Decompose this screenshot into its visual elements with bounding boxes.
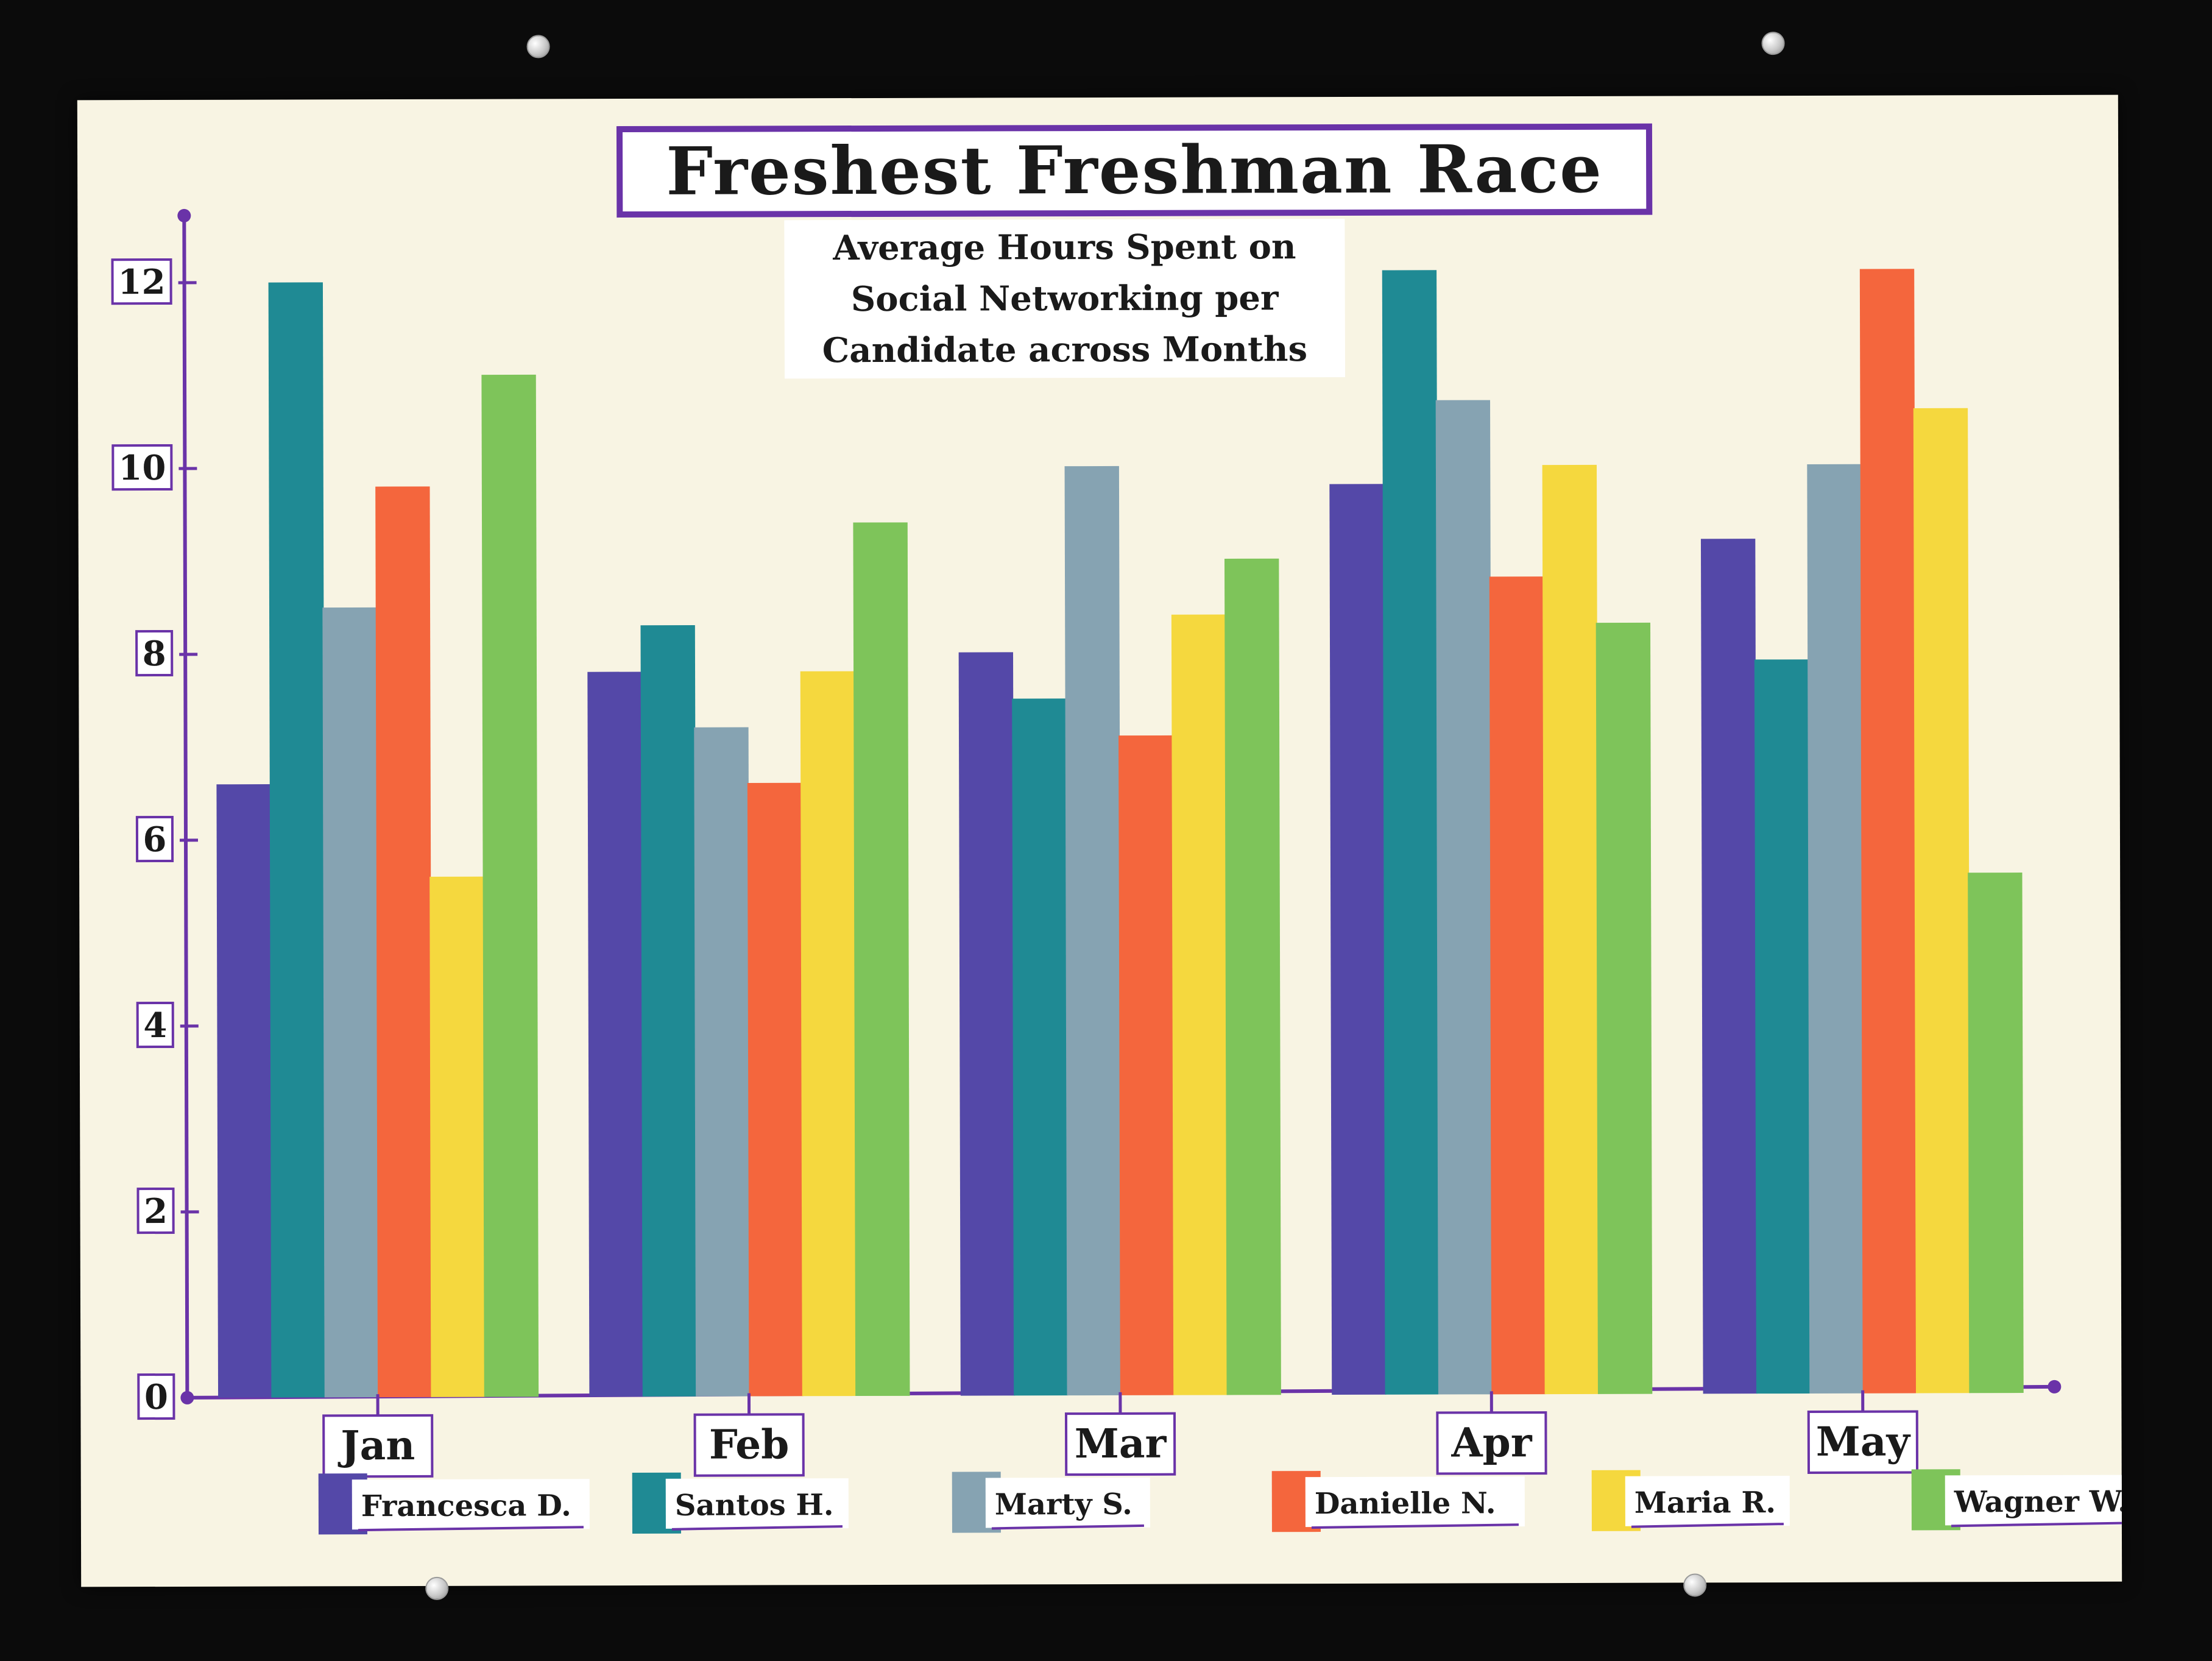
x-tick-label: Feb [709,1420,790,1468]
x-tick-label: Jan [337,1422,415,1469]
y-tick-box [111,258,172,305]
x-tick-box [693,1413,805,1477]
bar [322,607,380,1398]
bar [1118,735,1175,1395]
bar [268,282,326,1398]
bar [1754,659,1811,1394]
legend-underline [1311,1523,1519,1529]
bar [1595,622,1653,1394]
poster-board: Freshest Freshman Race Average Hours Spe… [77,32,2122,1600]
bar [429,876,486,1397]
legend-label-box [1625,1476,1790,1526]
x-tick-label: May [1816,1418,1911,1465]
y-tick-label: 4 [143,1005,167,1046]
bar [853,522,910,1397]
bar [375,486,433,1398]
bar [1329,484,1387,1395]
legend-label-box [665,1478,849,1529]
bar [800,671,857,1397]
x-tick-label: Apr [1451,1418,1533,1466]
bar [1382,270,1440,1395]
bar [216,784,273,1398]
bar [1435,400,1493,1395]
y-tick-box [135,815,174,863]
bar [1489,576,1546,1395]
y-tick-label: 10 [118,448,166,488]
x-tick-box [1064,1412,1176,1476]
y-tick-label: 0 [144,1377,168,1417]
bar [1913,408,1971,1394]
bar [1064,466,1122,1396]
legend-label-box [1945,1475,2122,1526]
push-pin-icon [526,35,550,58]
bar [694,727,751,1397]
legend-label-box [352,1479,590,1530]
y-tick-box [135,629,174,677]
bar [747,782,804,1397]
bar [1542,464,1599,1395]
bar [587,671,644,1397]
y-tick-label: 12 [118,262,166,302]
x-tick-box [1807,1410,1919,1474]
bar [1859,269,1918,1394]
y-tick-box [136,1001,174,1049]
y-axis-end-dot [177,208,191,222]
bar [1807,464,1864,1394]
x-axis-end-dot [2048,1379,2062,1394]
bar-chart: 0 2 4 6 8 10 12 Jan Feb Mar Apr May Francesca D. Sant… [111,208,2122,1535]
bar [1224,558,1281,1395]
bar [1968,873,2024,1394]
x-tick-label: Mar [1075,1420,1167,1467]
legend-underline [358,1526,584,1532]
bar [958,652,1016,1396]
x-tick-box [1436,1411,1547,1475]
bar [1012,698,1069,1396]
legend-label: Santos H. [675,1488,834,1523]
y-tick-label: 2 [144,1191,168,1231]
legend-label-box [985,1477,1150,1528]
y-tick-box [137,1373,175,1420]
bar [640,625,698,1397]
legend-underline [1631,1523,1784,1528]
legend-underline [991,1524,1144,1530]
y-tick-box [136,1187,175,1234]
y-axis-line [182,215,189,1398]
legend-label: Danielle N. [1315,1486,1496,1521]
legend-label: Wagner W. [1954,1485,2122,1520]
push-pin-icon [1761,32,1785,55]
bar [1171,614,1228,1395]
y-tick-label: 6 [143,820,166,860]
y-tick-label: 8 [143,634,166,674]
legend-underline [1951,1521,2122,1528]
legend-underline [671,1525,843,1531]
x-tick-box [322,1414,434,1478]
y-tick-box [111,444,173,491]
legend-label: Marty S. [995,1487,1133,1522]
bar [481,374,539,1397]
bar [1700,539,1758,1394]
legend-label: Maria R. [1634,1486,1776,1520]
legend-label: Francesca D. [361,1489,571,1523]
legend-label-box [1305,1476,1525,1528]
